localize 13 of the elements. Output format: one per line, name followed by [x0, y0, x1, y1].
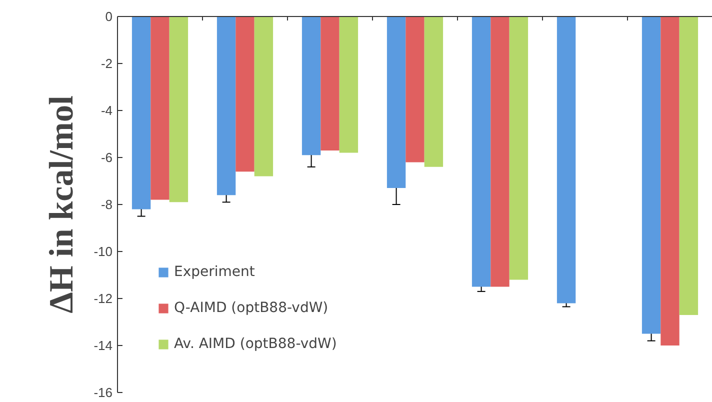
- y-tick-label: -14: [94, 338, 113, 353]
- legend-label: Q-AIMD (optB88-vdW): [174, 300, 328, 316]
- y-tick-label: -10: [94, 244, 113, 259]
- y-axis-title: ΔH in kcal/mol: [44, 96, 81, 314]
- y-tick-label: -4: [100, 103, 113, 118]
- y-tick-label: -8: [100, 197, 113, 212]
- y-tick-label: -16: [94, 385, 113, 400]
- legend-label: Experiment: [174, 264, 255, 280]
- legend-label: Av. AIMD (optB88-vdW): [174, 336, 337, 352]
- y-tick-label: -6: [100, 150, 113, 165]
- y-tick-label: -12: [94, 291, 113, 306]
- y-tick-label: -2: [100, 56, 113, 71]
- y-tick-label: 0: [105, 9, 113, 24]
